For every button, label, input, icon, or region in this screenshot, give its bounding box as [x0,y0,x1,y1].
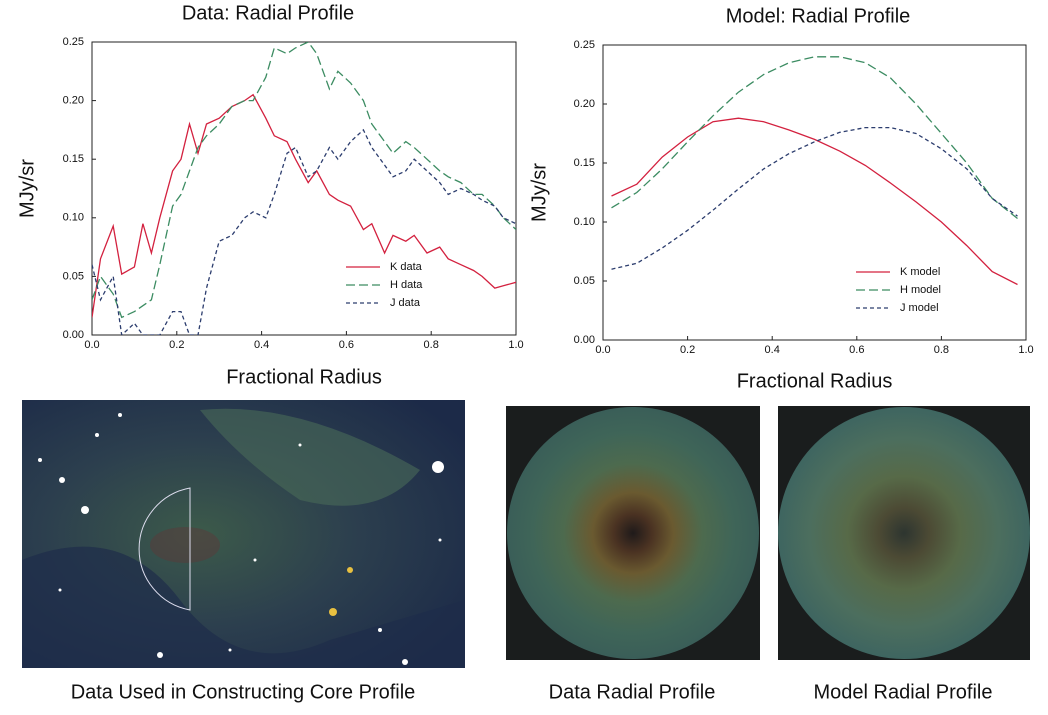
series-line [611,56,1018,220]
x-axis-label: Fractional Radius [737,370,893,392]
legend-label: H model [900,284,941,296]
plot-frame [602,44,1027,341]
x-tick-label: 1.0 [508,339,523,351]
x-tick-label: 0.4 [254,339,269,351]
x-tick-label: 0.0 [595,344,610,356]
y-axis-label: MJy/sr [16,159,38,218]
y-tick-label: 0.10 [63,212,84,224]
y-tick-label: 0.15 [63,153,84,165]
x-tick-label: 0.8 [934,344,949,356]
y-tick-label: 0.20 [574,98,595,110]
x-tick-label: 0.6 [339,339,354,351]
x-tick-label: 0.6 [849,344,864,356]
image-caption: Model Radial Profile [814,681,993,703]
series-line [611,117,1018,286]
legend-label: J data [390,297,421,309]
series-line [92,42,516,319]
legend-label: J model [900,302,939,314]
x-axis-label: Fractional Radius [226,366,382,388]
plot-frame [91,41,517,336]
series-line [611,126,1018,270]
image-caption: Data Used in Constructing Core Profile [71,681,416,703]
series-line [92,128,516,335]
x-tick-label: 0.0 [84,339,99,351]
x-tick-label: 0.2 [169,339,184,351]
sky-image [22,400,465,668]
y-axis-label: MJy/sr [528,163,550,222]
chart-title: Model: Radial Profile [726,5,911,27]
x-tick-label: 1.0 [1018,344,1033,356]
y-tick-label: 0.05 [63,270,84,282]
y-tick-label: 0.25 [63,36,84,48]
chart-title: Data: Radial Profile [182,2,354,24]
y-tick-label: 0.25 [574,39,595,51]
model-profile-image [778,406,1030,660]
x-tick-label: 0.2 [680,344,695,356]
y-tick-label: 0.15 [574,157,595,169]
y-tick-label: 0.05 [574,275,595,287]
legend-label: K data [390,261,423,273]
data-profile-image [506,406,760,660]
y-tick-label: 0.00 [574,334,595,346]
y-tick-label: 0.00 [63,329,84,341]
y-tick-label: 0.20 [63,95,84,107]
legend-label: K model [900,266,940,278]
series-line [92,93,516,318]
y-tick-label: 0.10 [574,216,595,228]
legend-label: H data [390,279,423,291]
x-tick-label: 0.4 [765,344,780,356]
x-tick-label: 0.8 [424,339,439,351]
image-caption: Data Radial Profile [549,681,716,703]
